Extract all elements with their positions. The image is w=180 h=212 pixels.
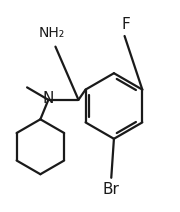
Text: N: N (43, 91, 54, 106)
Text: F: F (121, 17, 130, 32)
Text: Br: Br (103, 182, 120, 197)
Text: NH₂: NH₂ (39, 25, 65, 40)
